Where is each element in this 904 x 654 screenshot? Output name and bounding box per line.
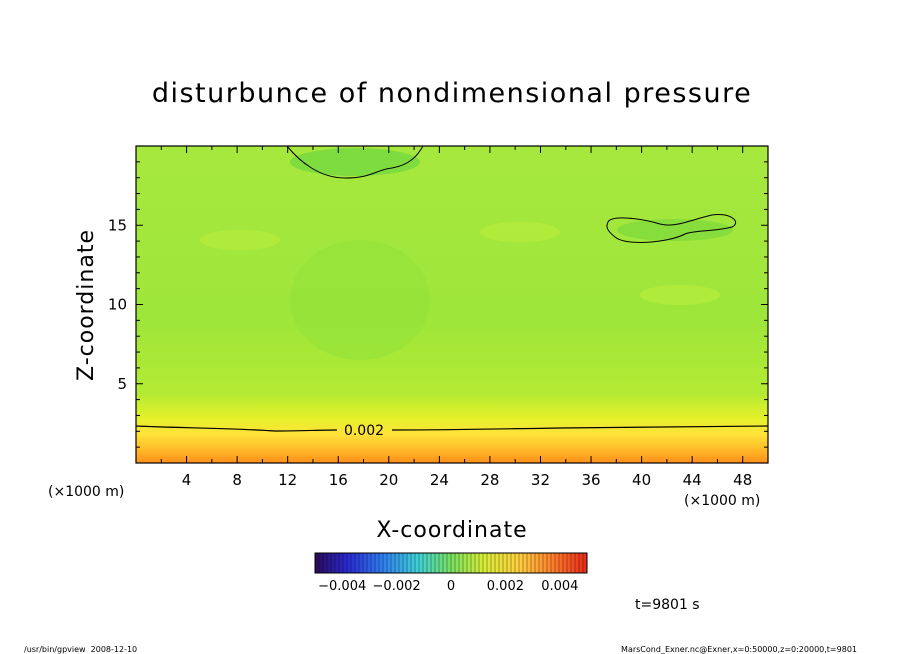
x-tick-label: 4 xyxy=(182,471,192,489)
field-patch xyxy=(480,222,560,242)
x-axis: 4 8 12 16 20 24 28 32 36 40 44 48 xyxy=(135,146,769,489)
x-axis-label: X-coordinate xyxy=(376,518,527,543)
time-label: t=9801 s xyxy=(635,597,700,613)
x-tick-label: 12 xyxy=(278,471,297,489)
field-patch xyxy=(290,240,430,360)
colorbar-stripes xyxy=(318,553,584,573)
y-tick-label: 10 xyxy=(108,296,127,314)
colorbar-tick-label: −0.004 xyxy=(318,579,366,594)
colorbar-tick-label: 0.004 xyxy=(541,579,578,594)
x-tick-label: 40 xyxy=(632,471,651,489)
colorbar-tick-label: 0.002 xyxy=(487,579,524,594)
colorbar-tick-label: 0 xyxy=(447,579,455,594)
x-tick-label: 44 xyxy=(683,471,702,489)
field-patch xyxy=(640,285,720,305)
y-tick-label: 15 xyxy=(108,216,127,234)
y-tick-label: 5 xyxy=(117,375,127,393)
x-tick-label: 16 xyxy=(329,471,348,489)
chart-title: disturbunce of nondimensional pressure xyxy=(152,78,752,109)
contour-right xyxy=(606,213,737,243)
x-tick-label: 48 xyxy=(733,471,752,489)
y-axis: 5 10 15 xyxy=(108,145,768,464)
colorbar: −0.004 −0.002 0 0.002 0.004 xyxy=(314,552,588,594)
footer-right: MarsCond_Exner.nc@Exner,x=0:50000,z=0:20… xyxy=(621,645,857,654)
contour-top xyxy=(286,145,424,179)
contour-0002 xyxy=(135,425,769,432)
x-tick-label: 36 xyxy=(581,471,600,489)
plot-area: 0.002 xyxy=(135,145,769,464)
footer-left: /usr/bin/gpview 2008-12-10 xyxy=(24,645,137,654)
y-axis-label: Z-coordinate xyxy=(74,229,99,381)
x-tick-label: 28 xyxy=(480,471,499,489)
x-tick-label: 32 xyxy=(531,471,550,489)
contour-label: 0.002 xyxy=(344,423,384,439)
x-tick-label: 20 xyxy=(379,471,398,489)
field-patch xyxy=(290,148,420,176)
field-patch xyxy=(200,230,280,250)
colorbar-labels: −0.004 −0.002 0 0.002 0.004 xyxy=(318,579,578,594)
x-unit-left: (×1000 m) xyxy=(48,484,124,500)
field-fill xyxy=(136,146,768,463)
x-tick-label: 24 xyxy=(430,471,449,489)
colorbar-frame xyxy=(314,552,588,574)
x-tick-label: 8 xyxy=(232,471,242,489)
colorbar-tick-label: −0.002 xyxy=(373,579,421,594)
field-patch xyxy=(617,219,733,241)
x-unit-right: (×1000 m) xyxy=(684,493,760,509)
